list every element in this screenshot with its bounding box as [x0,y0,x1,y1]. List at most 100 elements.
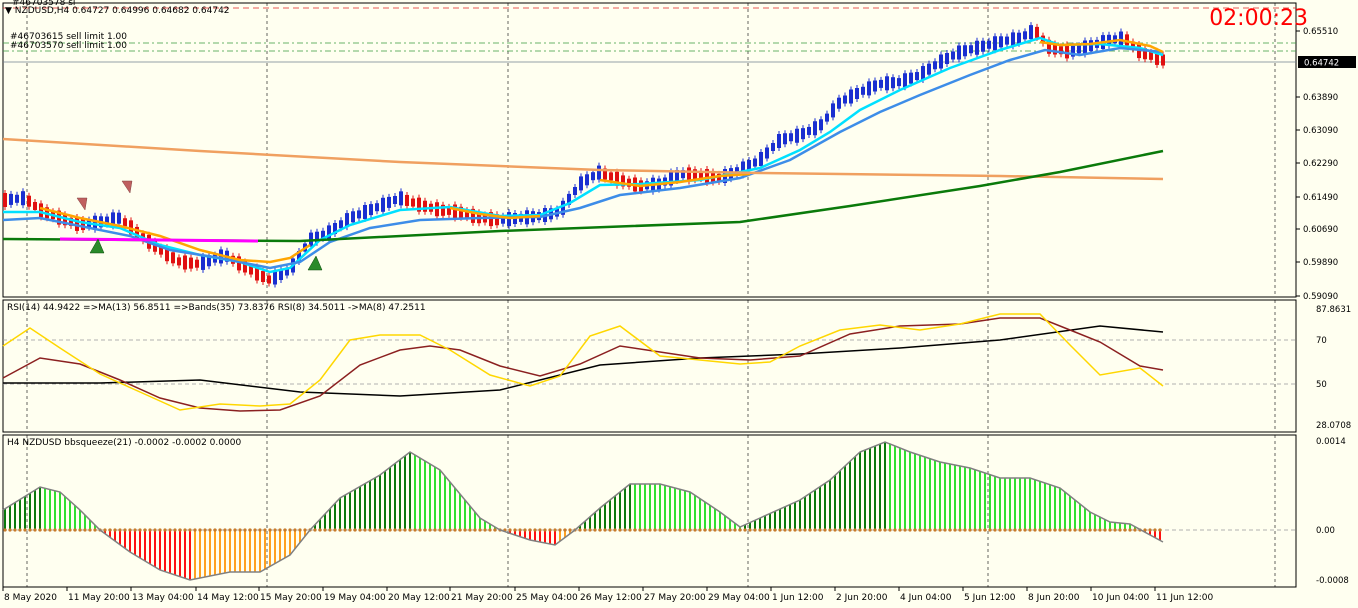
candle [9,193,13,205]
squeeze-dot [313,528,317,532]
ma-fast-line [3,36,1164,274]
candle [15,194,19,203]
squeeze-dot [218,528,222,532]
candle [747,160,751,171]
squeeze-dot [173,528,177,532]
squeeze-dot [1073,528,1077,532]
candle [411,198,415,207]
squeeze-dot [48,528,52,532]
squeeze-dot [293,528,297,532]
candle [1155,50,1159,65]
squeeze-dot [393,528,397,532]
time-tick-label: 29 May 04:00 [708,593,770,603]
candle [399,191,403,206]
time-tick-label: 19 May 04:00 [324,593,386,603]
squeeze-dot [533,528,537,532]
squeeze-dot [813,528,817,532]
squeeze-dot [243,528,247,532]
time-tick-label: 15 May 20:00 [260,593,322,603]
squeeze-dot [828,528,832,532]
candle [753,158,757,167]
squeeze-dot [683,528,687,532]
squeeze-dot [208,528,212,532]
time-tick-label: 8 May 2020 [4,593,57,603]
squeeze-dot [928,528,932,532]
candle [627,178,631,187]
candle [81,219,85,231]
squeeze-dot [178,528,182,532]
squeeze-dot [198,528,202,532]
order-label-1: #46703615 sell limit 1.00 [10,32,127,42]
candle [813,121,817,136]
candle [591,172,595,181]
squeeze-dot [968,528,972,532]
candle [1071,45,1075,57]
squeeze-dot [613,528,617,532]
squeeze-dot [1078,528,1082,532]
symbol-header: ▼ NZDUSD,H4 0.64727 0.64996 0.64682 0.64… [5,6,230,16]
candle [831,103,835,118]
squeeze-dot [213,528,217,532]
rsi-panel[interactable] [2,299,1297,433]
squeeze-dot [1103,528,1107,532]
candle [1011,32,1015,47]
squeeze-dot [88,528,92,532]
magenta-level-line [59,237,259,243]
squeeze-dot [588,528,592,532]
main-panel[interactable] [2,2,1297,298]
candle [75,216,79,231]
time-tick-label: 11 May 20:00 [68,593,130,603]
squeeze-dot [283,528,287,532]
candle [501,215,505,224]
squeeze-dot [433,528,437,532]
squeeze-dot [783,528,787,532]
squeeze-dot [288,528,292,532]
price-tick-label: 0.61490 [1303,193,1338,203]
squeeze-dot [1093,528,1097,532]
candle [243,261,247,273]
squeeze-dot [553,528,557,532]
squeeze-dot [143,528,147,532]
squeeze-dot [1098,528,1102,532]
squeeze-panel[interactable] [2,434,1297,588]
candle [417,197,421,212]
squeeze-dot [1053,528,1057,532]
candle [153,240,157,252]
squeeze-dot [1113,528,1117,532]
squeeze-dot [843,528,847,532]
squeeze-dot [1063,528,1067,532]
squeeze-dot [653,528,657,532]
candle [669,171,673,186]
squeeze-dot [793,528,797,532]
order-top-label: #46703578 sl [12,0,76,8]
candle [183,255,187,270]
candle [621,175,625,187]
squeeze-dot [1083,528,1087,532]
squeeze-dot [183,528,187,532]
time-tick-label: 26 May 12:00 [580,593,642,603]
candle [909,72,913,84]
squeeze-dot [758,528,762,532]
candle [1059,46,1063,55]
time-tick-label: 5 Jun 12:00 [964,593,1016,603]
candle [963,45,967,57]
candle [1149,51,1153,60]
ma-orange-line [39,206,311,264]
rsi-yellow-line [2,313,1164,411]
squeeze-dot [488,528,492,532]
squeeze-dot [668,528,672,532]
candle [699,171,703,180]
price-tick-label: 0.60690 [1303,225,1338,235]
candle [237,256,241,271]
squeeze-tick-label: 0.00 [1316,526,1335,536]
candle [117,212,121,224]
squeeze-dot [883,528,887,532]
squeeze-dot [1043,528,1047,532]
squeeze-dot [833,528,837,532]
squeeze-dot [8,528,12,532]
squeeze-dot [1123,528,1127,532]
candle [261,271,265,282]
squeeze-dot [383,528,387,532]
squeeze-dot [908,528,912,532]
